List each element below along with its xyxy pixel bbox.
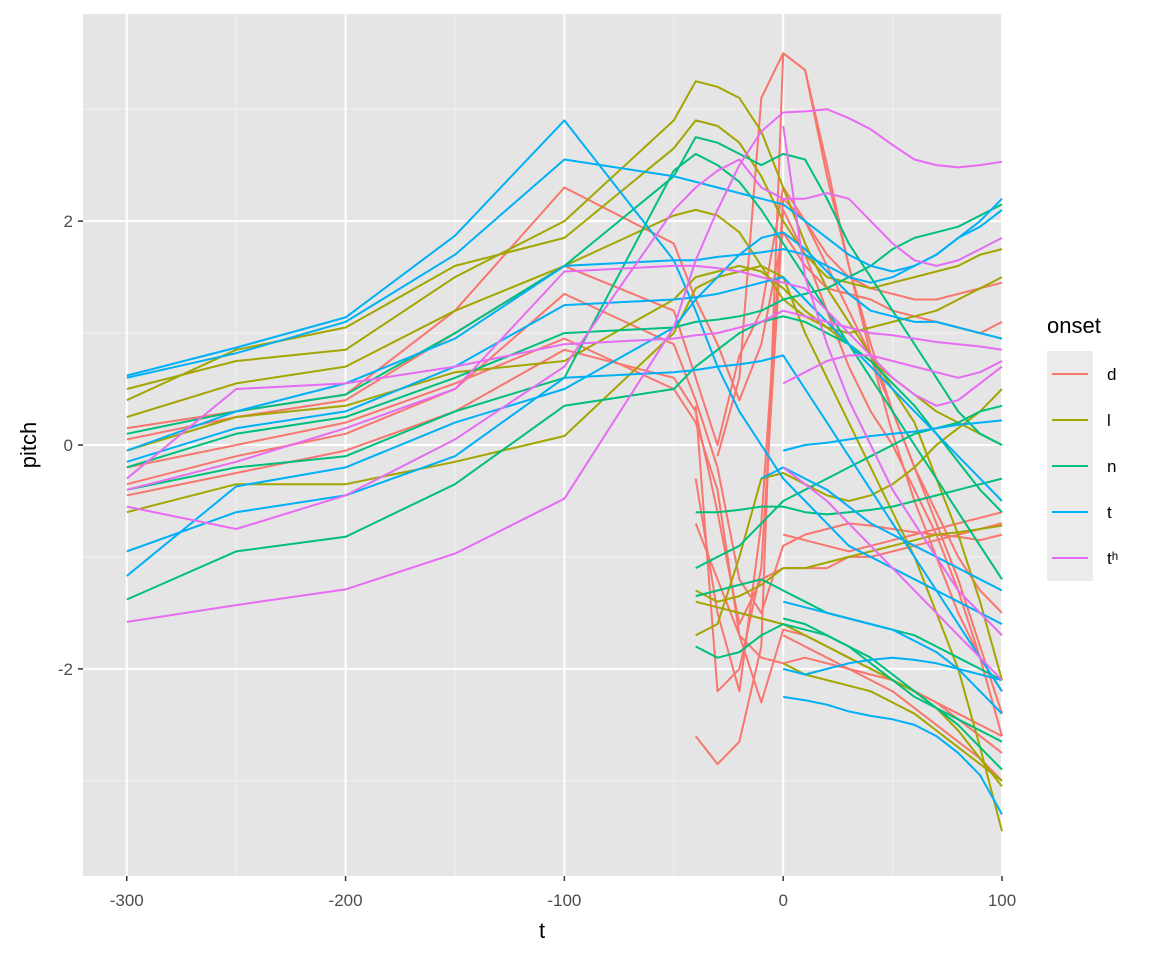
legend-label: tʰ xyxy=(1107,549,1118,568)
series-line xyxy=(126,354,1003,692)
series-line xyxy=(695,404,1003,569)
series-line xyxy=(126,292,1003,614)
y-tick-label: 2 xyxy=(64,212,73,231)
series-line xyxy=(694,197,1003,715)
series-line xyxy=(126,264,1003,452)
series-line xyxy=(782,354,1003,385)
legend-label: n xyxy=(1107,457,1116,476)
x-tick-label: -100 xyxy=(547,891,581,910)
series-line xyxy=(782,511,1003,553)
series-line xyxy=(695,388,1003,637)
series-line xyxy=(782,656,1003,682)
series-line xyxy=(126,158,1003,530)
y-tick-label: 0 xyxy=(64,436,73,455)
y-axis-ticks: -2 0 2 xyxy=(58,212,83,679)
series-line xyxy=(782,466,1003,681)
legend: onset d l n t tʰ xyxy=(1047,313,1118,581)
series-line xyxy=(126,152,1003,580)
series-line xyxy=(782,125,1003,636)
series-line xyxy=(782,662,1003,782)
series-line xyxy=(695,600,1003,788)
series-line xyxy=(126,203,1003,469)
series-line xyxy=(126,80,1003,681)
x-axis-title: t xyxy=(539,918,545,943)
y-axis-title: pitch xyxy=(16,422,41,468)
x-tick-label: 0 xyxy=(778,891,787,910)
series-line xyxy=(126,108,1003,623)
series-line xyxy=(695,477,1003,516)
series-line xyxy=(126,315,1003,601)
series-line xyxy=(126,231,1003,577)
series-line xyxy=(126,119,1003,625)
series-line xyxy=(126,136,1003,446)
major-gridlines xyxy=(83,14,1003,876)
legend-label: t xyxy=(1107,503,1112,522)
series-line xyxy=(695,524,1003,603)
series-line xyxy=(126,276,1003,502)
x-tick-label: -300 xyxy=(110,891,144,910)
series-line xyxy=(782,634,1003,782)
series-line xyxy=(760,466,1003,592)
series-line xyxy=(716,52,1003,692)
series-line xyxy=(782,600,1003,715)
y-tick-label: -2 xyxy=(58,660,73,679)
series-line xyxy=(126,309,1003,480)
legend-label: l xyxy=(1107,411,1111,430)
legend-title: onset xyxy=(1047,313,1101,338)
x-axis-ticks: -300 -200 -100 0 100 xyxy=(110,876,1016,910)
series-line xyxy=(126,209,1003,452)
legend-label: d xyxy=(1107,365,1116,384)
series-line xyxy=(782,419,1003,452)
series-line xyxy=(126,119,1003,402)
series-line xyxy=(126,264,1003,491)
x-tick-label: -200 xyxy=(329,891,363,910)
series-line xyxy=(783,695,1003,815)
series-lines xyxy=(126,52,1003,832)
x-tick-label: 100 xyxy=(988,891,1016,910)
series-line xyxy=(782,617,1003,743)
